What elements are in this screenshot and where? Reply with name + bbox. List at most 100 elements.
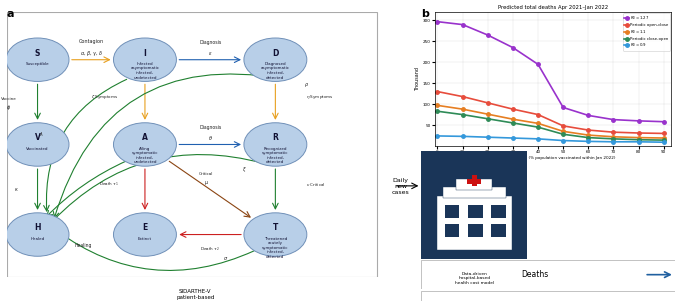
$R_0 = 0.9$ xyxy=(434,134,442,138)
$R_0 = 1.27$ xyxy=(559,106,567,109)
Periodic open-close xyxy=(434,90,442,93)
$R_0 = 0.9$ xyxy=(458,135,466,138)
Periodic close-open xyxy=(660,138,668,142)
Text: Healed: Healed xyxy=(30,237,45,241)
Line: $R_0 = 0.9$: $R_0 = 0.9$ xyxy=(436,134,666,144)
$R_0 = 1.27$ xyxy=(584,113,593,117)
Bar xyxy=(445,205,460,218)
$R_0 = 0.9$ xyxy=(509,136,517,140)
Text: SIDARTHE-V
patient-based
compartmental epidemiological model: SIDARTHE-V patient-based compartmental e… xyxy=(142,289,249,301)
Text: $\sigma$: $\sigma$ xyxy=(223,255,228,262)
Text: Recognized
symptomatic
infected,
detected: Recognized symptomatic infected, detecte… xyxy=(262,147,288,164)
$R_0 = 1.1$ xyxy=(509,117,517,121)
Text: H: H xyxy=(34,223,41,232)
Circle shape xyxy=(244,38,307,82)
Text: $\alpha$, $\beta$, $\gamma$, $\delta$: $\alpha$, $\beta$, $\gamma$, $\delta$ xyxy=(79,48,103,57)
Bar xyxy=(437,196,512,250)
$R_0 = 1.1$ xyxy=(434,104,442,107)
$R_0 = 1.27$ xyxy=(434,20,442,23)
Bar xyxy=(443,187,506,198)
Bar xyxy=(491,224,506,237)
$R_0 = 1.27$ xyxy=(458,23,466,26)
Periodic close-open xyxy=(458,113,466,116)
$R_0 = 1.1$ xyxy=(534,122,542,125)
Text: $\xi$: $\xi$ xyxy=(242,165,247,174)
Text: $\varepsilon$: $\varepsilon$ xyxy=(208,50,212,57)
Bar xyxy=(472,175,477,186)
$R_0 = 1.27$ xyxy=(484,33,492,37)
$R_0 = 0.9$ xyxy=(584,140,593,143)
Bar xyxy=(468,205,483,218)
Bar xyxy=(468,224,483,237)
$R_0 = 1.1$ xyxy=(458,107,466,111)
Text: Death $\tau_1$: Death $\tau_1$ xyxy=(99,180,119,188)
Text: $\mu$: $\mu$ xyxy=(204,179,209,187)
Text: R: R xyxy=(273,133,278,142)
$R_0 = 1.1$ xyxy=(660,136,668,140)
$R_0 = 0.9$ xyxy=(660,140,668,144)
Text: $\kappa$: $\kappa$ xyxy=(14,186,19,193)
$R_0 = 1.27$ xyxy=(610,118,618,121)
Text: V: V xyxy=(35,133,40,142)
Periodic open-close xyxy=(660,132,668,135)
Text: $\nu$ Critical: $\nu$ Critical xyxy=(306,181,325,188)
$R_0 = 1.27$ xyxy=(660,120,668,123)
Title: Predicted total deaths Apr 2021–Jan 2022: Predicted total deaths Apr 2021–Jan 2022 xyxy=(498,5,608,10)
Text: $\rho$: $\rho$ xyxy=(303,81,308,89)
Text: a: a xyxy=(7,9,14,19)
Text: Vaccine: Vaccine xyxy=(1,98,16,101)
Text: Contagion: Contagion xyxy=(79,39,104,44)
Periodic close-open xyxy=(509,121,517,125)
Bar xyxy=(456,179,493,190)
Periodic close-open xyxy=(584,136,593,139)
Text: $\zeta$ Symptoms: $\zeta$ Symptoms xyxy=(91,93,119,101)
Circle shape xyxy=(114,38,177,82)
Line: Periodic close-open: Periodic close-open xyxy=(436,110,666,142)
Line: $R_0 = 1.1$: $R_0 = 1.1$ xyxy=(436,104,666,140)
Periodic open-close xyxy=(534,113,542,116)
Circle shape xyxy=(244,123,307,166)
Bar xyxy=(491,205,506,218)
Circle shape xyxy=(6,38,69,82)
Circle shape xyxy=(114,123,177,166)
Text: Diagnosed
asymptomatic
infected,
detected: Diagnosed asymptomatic infected, detecte… xyxy=(261,62,290,80)
$R_0 = 1.1$ xyxy=(610,135,618,138)
Text: Critical: Critical xyxy=(199,172,214,175)
Periodic close-open xyxy=(634,138,643,141)
Periodic close-open xyxy=(559,132,567,136)
$R_0 = 1.1$ xyxy=(634,136,643,139)
Text: $\phi$: $\phi$ xyxy=(6,104,11,113)
$R_0 = 1.27$ xyxy=(634,119,643,123)
Periodic close-open xyxy=(434,110,442,113)
Periodic open-close xyxy=(584,128,593,132)
Circle shape xyxy=(6,123,69,166)
Periodic close-open xyxy=(610,137,618,141)
Text: Data-driven
hospital-based
health cost model: Data-driven hospital-based health cost m… xyxy=(455,272,494,285)
Periodic open-close xyxy=(484,101,492,105)
Text: Extinct: Extinct xyxy=(138,237,152,241)
Periodic close-open xyxy=(484,117,492,121)
$R_0 = 1.1$ xyxy=(584,133,593,137)
Periodic open-close xyxy=(634,131,643,135)
Text: Diagnosis: Diagnosis xyxy=(199,125,221,130)
Circle shape xyxy=(6,213,69,256)
Text: Threatened
acutely
symptomatic
infected,
detected: Threatened acutely symptomatic infected,… xyxy=(262,237,288,259)
Text: Healing: Healing xyxy=(75,243,92,248)
$R_0 = 1.27$ xyxy=(534,63,542,66)
Line: Periodic open-close: Periodic open-close xyxy=(436,90,666,135)
Text: Vaccinated: Vaccinated xyxy=(26,147,49,150)
Text: $\lambda$: $\lambda$ xyxy=(39,130,44,138)
Bar xyxy=(467,179,482,184)
Periodic open-close xyxy=(559,124,567,128)
X-axis label: Vaccination speed (% population vaccinated within Jan 2022): Vaccination speed (% population vaccinat… xyxy=(490,156,616,160)
Bar xyxy=(445,224,460,237)
Periodic close-open xyxy=(534,125,542,129)
Text: Diagnosis: Diagnosis xyxy=(199,40,221,45)
Text: E: E xyxy=(142,223,147,232)
Text: T: T xyxy=(273,223,278,232)
$R_0 = 0.9$ xyxy=(610,140,618,144)
$R_0 = 0.9$ xyxy=(534,137,542,141)
$R_0 = 1.27$ xyxy=(509,46,517,49)
Y-axis label: Thousand: Thousand xyxy=(415,67,420,91)
$R_0 = 0.9$ xyxy=(559,139,567,142)
